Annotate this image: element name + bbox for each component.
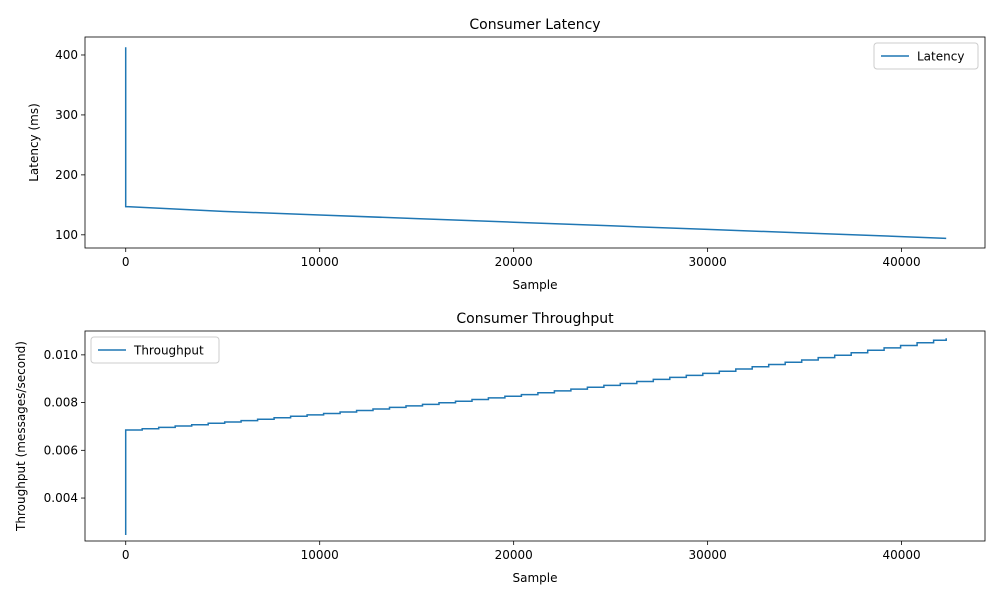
plot-frame: [84, 36, 986, 249]
x-tick-label: 0: [122, 255, 130, 269]
legend-label: Latency: [917, 50, 964, 64]
y-tick-label: 0.008: [44, 396, 78, 410]
x-tick-label: 30000: [689, 255, 727, 269]
x-tick-label: 10000: [301, 548, 339, 562]
chart-2: Consumer Throughput 0 10000 20000 30000 40000…: [14, 311, 986, 585]
y-tick-label: 300: [55, 108, 78, 122]
y-axis-label: Latency (ms): [27, 103, 41, 182]
legend-label: Throughput: [133, 344, 204, 358]
x-tick-label: 20000: [495, 548, 533, 562]
chart-title: Consumer Latency: [469, 17, 600, 33]
series-line-latency: [124, 47, 947, 240]
series-line-throughput: [124, 338, 947, 535]
x-axis-label: Sample: [513, 571, 558, 585]
y-tick-label: 0.010: [44, 348, 78, 362]
chart-1: Consumer Latency 0 10000 20000 30000 40000 100…: [27, 17, 986, 292]
y-tick-label: 0.004: [44, 491, 78, 505]
chart-title: Consumer Throughput: [456, 311, 614, 327]
x-tick-label: 30000: [689, 548, 727, 562]
legend-box: [90, 336, 220, 364]
legend: Throughput: [90, 336, 220, 364]
x-tick-label: 20000: [495, 255, 533, 269]
legend-box: [873, 42, 979, 70]
x-tick-label: 10000: [301, 255, 339, 269]
x-tick-label: 40000: [883, 255, 921, 269]
x-axis-label: Sample: [513, 278, 558, 292]
x-tick-label: 0: [122, 548, 130, 562]
y-tick-label: 100: [55, 228, 78, 242]
y-tick-label: 0.006: [44, 443, 78, 457]
plot-frame: [84, 330, 986, 542]
x-tick-label: 40000: [883, 548, 921, 562]
y-axis-label: Throughput (messages/second): [14, 341, 28, 532]
y-tick-label: 400: [55, 48, 78, 62]
y-tick-label: 200: [55, 168, 78, 182]
legend: Latency: [873, 42, 979, 70]
